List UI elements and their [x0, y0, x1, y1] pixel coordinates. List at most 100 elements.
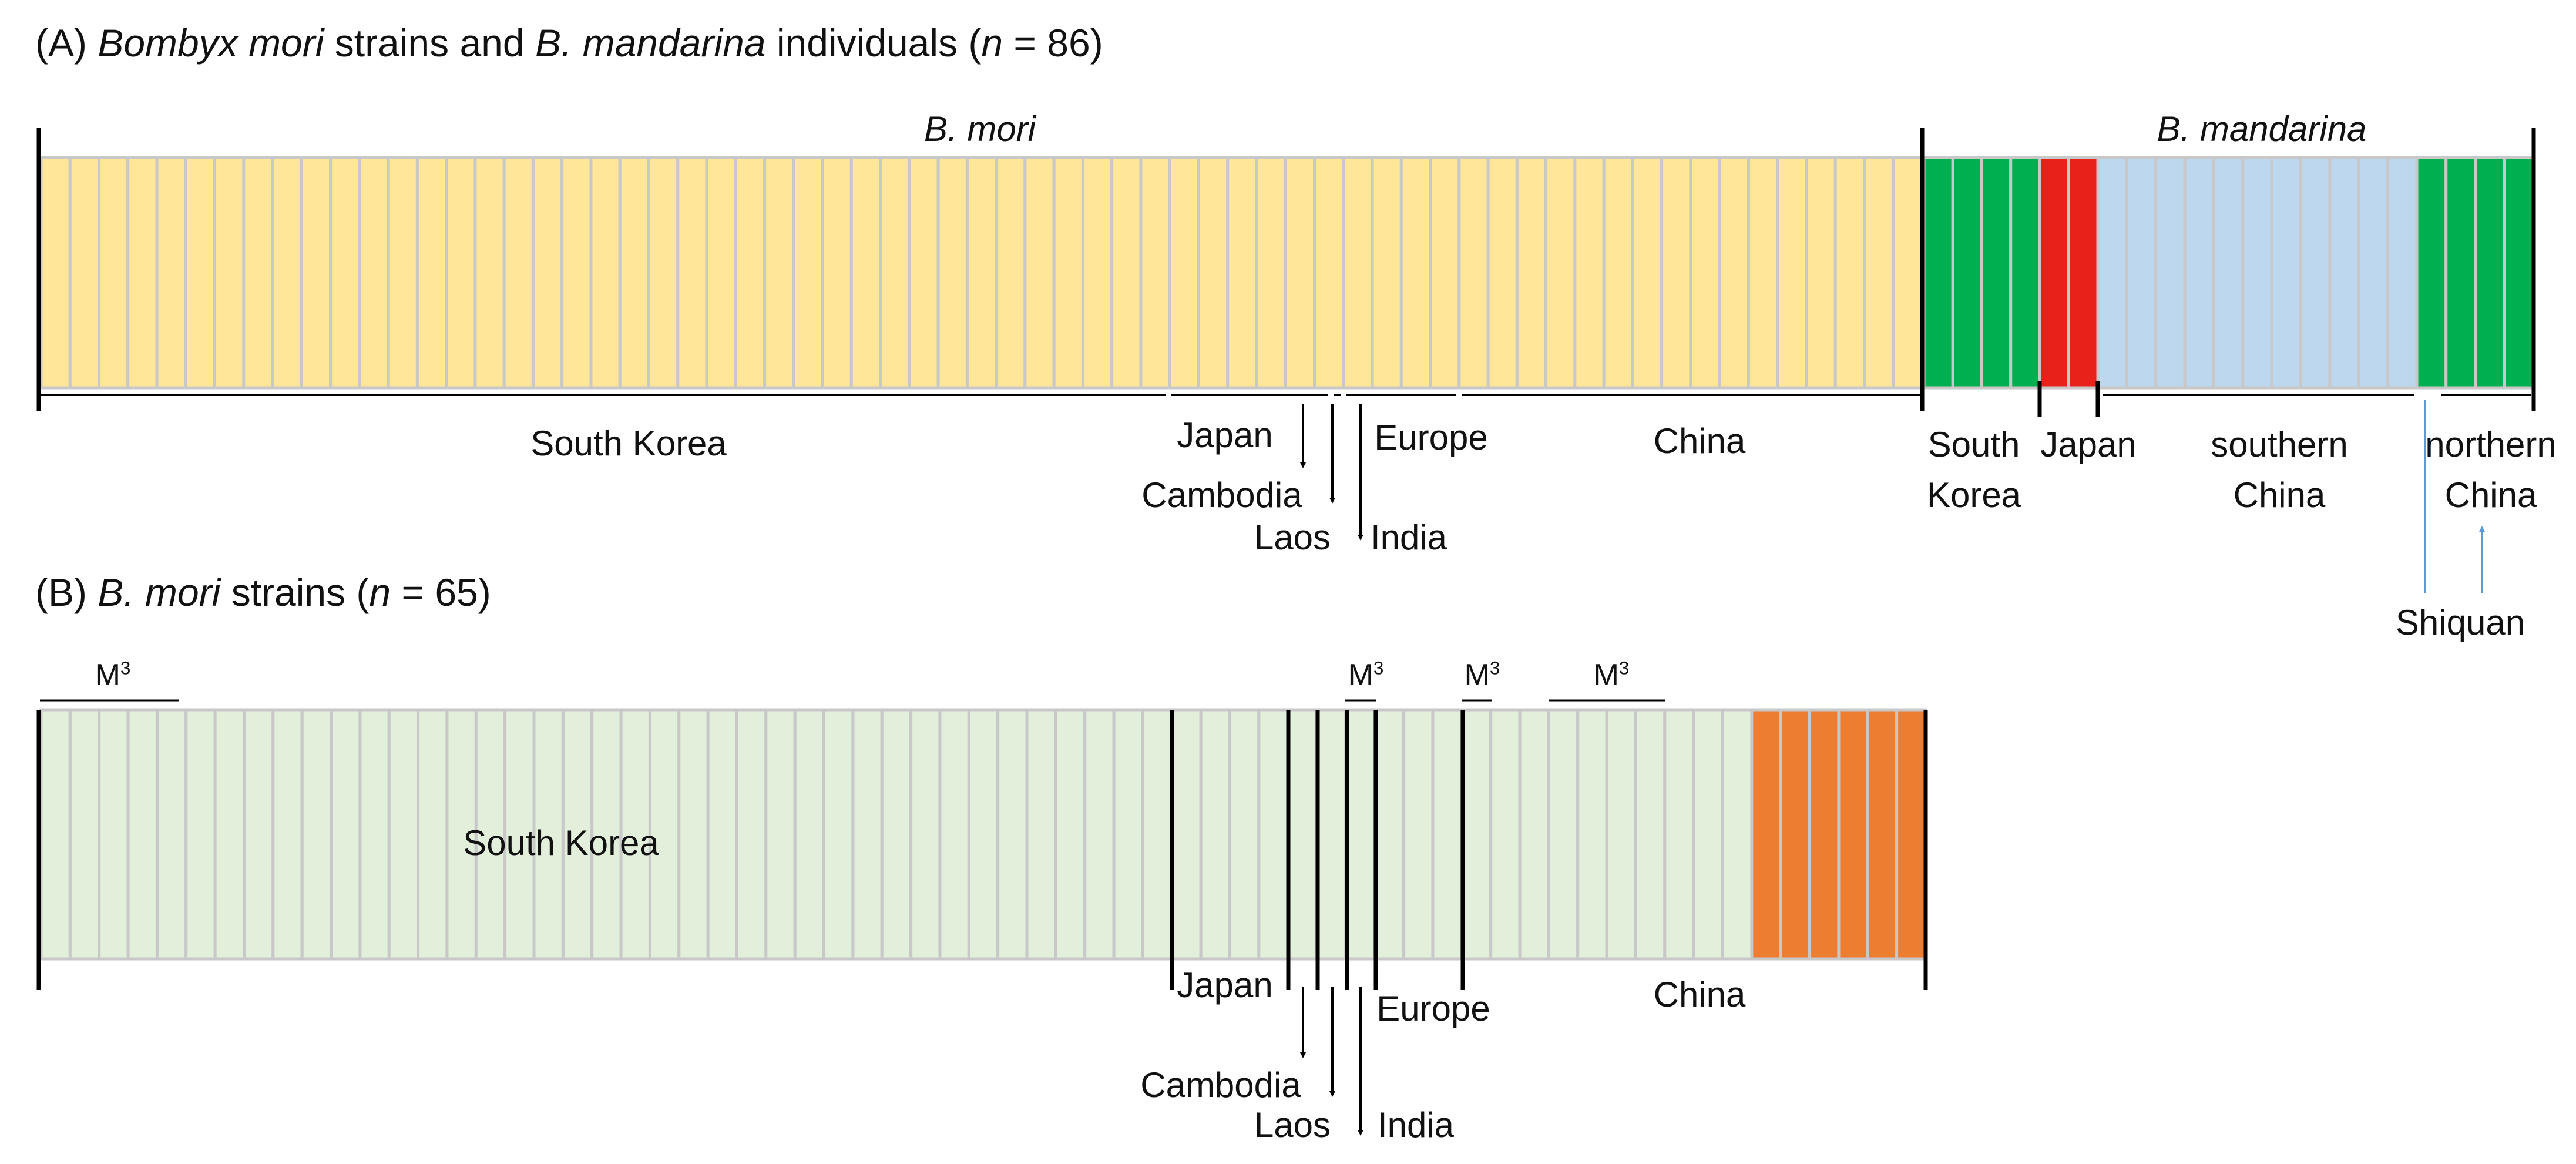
label-a-shiquan: Shiquan — [2395, 603, 2525, 642]
label-a-mand-south-korea-2: Korea — [1926, 475, 2021, 515]
bar-a-southern-china — [2154, 156, 2187, 390]
bar-a-mori — [705, 156, 737, 390]
bar-a-mori — [1892, 156, 1924, 390]
bar-a-mori — [242, 156, 274, 390]
group-label-b-mandarina: B. mandarina — [2157, 109, 2367, 149]
panel-a-title-suffix: = 86) — [1003, 21, 1103, 65]
m3-marker-3-base: M — [1464, 658, 1490, 692]
bar-a-mori — [1718, 156, 1750, 390]
panel-b-title-species: B. mori — [98, 571, 221, 614]
bar-a-mori — [1573, 156, 1606, 390]
bar-b-main — [1721, 708, 1754, 961]
m3-marker-1-sup: 3 — [120, 658, 131, 679]
bar-b-main — [1344, 708, 1376, 961]
bar-a-mori — [821, 156, 853, 390]
label-a-china: China — [1653, 421, 1746, 461]
bar-a-south-korea-mand — [1980, 156, 2013, 390]
bar-a-mori — [1226, 156, 1258, 390]
bar-b-main — [1257, 708, 1289, 961]
label-a-india: India — [1370, 518, 1447, 557]
bar-b-main — [735, 708, 768, 961]
bar-b-main — [996, 708, 1029, 961]
bar-a-mori — [1805, 156, 1837, 390]
bar-b-main — [909, 708, 942, 961]
bar-a-mori — [415, 156, 448, 390]
bar-a-mori — [763, 156, 795, 390]
bar-b-main — [242, 708, 275, 961]
bar-a-mori — [1197, 156, 1230, 390]
m3-marker-1-base: M — [95, 658, 120, 692]
bar-a-mori — [1457, 156, 1490, 390]
bar-a-mori — [936, 156, 969, 390]
bar-b-main — [474, 708, 507, 961]
bar-a-mori — [995, 156, 1027, 390]
bar-b-main — [503, 708, 536, 961]
bar-b-main — [1576, 708, 1608, 961]
bar-b-main — [68, 708, 101, 961]
bar-b-main — [1373, 708, 1406, 961]
bar-a-mori — [1313, 156, 1345, 390]
bar-b-main — [1228, 708, 1261, 961]
bar-a-mori — [1429, 156, 1461, 390]
m3-marker-4-sup: 3 — [1618, 658, 1630, 679]
label-b-europe: Europe — [1376, 989, 1490, 1028]
bar-b-main — [938, 708, 970, 961]
bar-b-main — [1025, 708, 1057, 961]
bar-a-mori — [445, 156, 477, 390]
bar-a-mori — [879, 156, 911, 390]
bar-a-mori — [589, 156, 622, 390]
bar-a-southern-china — [2328, 156, 2360, 390]
bar-b-main — [39, 708, 72, 961]
bar-b-main — [967, 708, 1000, 961]
label-b-south-korea: South Korea — [463, 823, 659, 863]
label-a-mand-southern-china-1: southern — [2211, 425, 2348, 464]
label-a-mand-northern-china-2: China — [2444, 475, 2537, 515]
bar-b-orange — [1779, 708, 1812, 961]
m3-marker-3-sup: 3 — [1489, 658, 1500, 679]
bar-b-main — [1663, 708, 1695, 961]
label-a-cambodia: Cambodia — [1141, 475, 1302, 515]
panel-a-title-mid: strains and — [324, 21, 535, 65]
bar-b-main — [1518, 708, 1550, 961]
m3-marker-4: M3 — [1594, 658, 1630, 693]
panel-a-title-mid2: individuals ( — [765, 21, 982, 65]
bar-b-main — [764, 708, 797, 961]
bar-b-main — [1170, 708, 1203, 961]
m3-marker-3: M3 — [1465, 658, 1500, 693]
bar-a-mori — [387, 156, 419, 390]
bar-a-mori — [1371, 156, 1403, 390]
bar-a-mori — [1342, 156, 1374, 390]
m3-marker-2: M3 — [1348, 658, 1384, 693]
bar-b-main — [271, 708, 304, 961]
group-label-b-mori: B. mori — [923, 109, 1036, 149]
bar-b-main — [1431, 708, 1463, 961]
bar-b-main — [1083, 708, 1116, 961]
panel-b-title-mid: strains ( — [220, 571, 370, 614]
bar-b-orange — [1895, 708, 1927, 961]
bar-a-mori — [908, 156, 940, 390]
bar-a-mori — [1747, 156, 1779, 390]
bar-a-mori — [271, 156, 303, 390]
panel-b-title: (B) B. mori strains (n = 65) — [35, 573, 491, 612]
bar-b-main — [1460, 708, 1493, 961]
bar-a-mori — [1862, 156, 1895, 390]
label-a-mand-southern-china-2: China — [2233, 475, 2326, 515]
m3-marker-2-base: M — [1348, 658, 1373, 692]
bar-b-main — [126, 708, 159, 961]
bar-a-southern-china — [2386, 156, 2419, 390]
bar-b-main — [1634, 708, 1667, 961]
bar-a-mori — [155, 156, 187, 390]
label-a-mand-northern-china-1: northern — [2425, 425, 2557, 464]
label-a-south-korea: South Korea — [530, 424, 727, 463]
label-b-china: China — [1653, 975, 1746, 1014]
bar-b-main — [706, 708, 738, 961]
panel-b-title-n: n — [369, 571, 391, 614]
bar-b-main — [677, 708, 710, 961]
bar-b-main — [300, 708, 333, 961]
panel-b-title-prefix: (B) — [35, 571, 98, 614]
bar-a-mori — [329, 156, 361, 390]
bar-b-main — [1199, 708, 1232, 961]
